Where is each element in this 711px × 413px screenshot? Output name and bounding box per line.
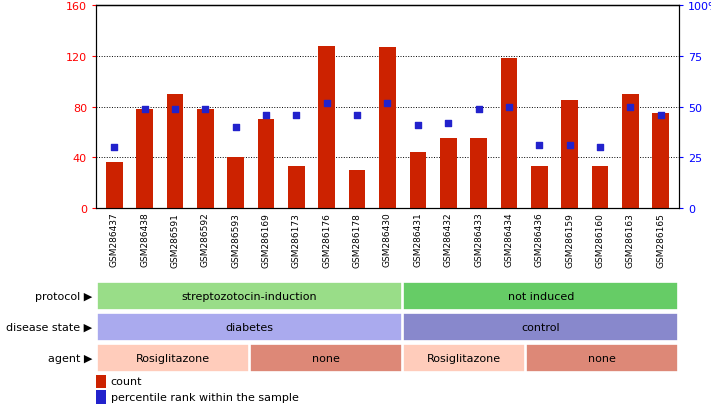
Bar	[228, 158, 244, 209]
Point	[169, 106, 181, 113]
Text: count: count	[111, 376, 142, 387]
Text: GSM286165: GSM286165	[656, 212, 665, 267]
Point	[503, 104, 515, 111]
Bar	[106, 163, 122, 209]
Text: GSM286160: GSM286160	[596, 212, 604, 267]
Bar	[257, 120, 274, 209]
Bar	[562, 101, 578, 209]
Text: percentile rank within the sample: percentile rank within the sample	[111, 392, 299, 402]
Point	[473, 106, 484, 113]
Bar	[653, 114, 669, 209]
Point	[442, 120, 454, 127]
Text: none: none	[589, 353, 616, 363]
Text: GSM286430: GSM286430	[383, 212, 392, 267]
Bar	[288, 167, 305, 209]
Bar	[470, 139, 487, 209]
Text: GSM286438: GSM286438	[140, 212, 149, 267]
Bar	[97, 282, 402, 311]
Bar	[403, 344, 525, 373]
Text: GSM286434: GSM286434	[505, 212, 513, 267]
Bar	[403, 313, 678, 342]
Text: GSM286176: GSM286176	[322, 212, 331, 267]
Text: GSM286432: GSM286432	[444, 212, 453, 267]
Text: not induced: not induced	[508, 291, 574, 301]
Point	[260, 112, 272, 119]
Bar	[379, 48, 396, 209]
Bar	[197, 110, 213, 209]
Text: agent ▶: agent ▶	[48, 353, 92, 363]
Text: streptozotocin-induction: streptozotocin-induction	[181, 291, 317, 301]
Point	[200, 106, 211, 113]
Bar	[410, 153, 426, 209]
Text: GSM286163: GSM286163	[626, 212, 635, 267]
Bar	[96, 390, 107, 404]
Text: Rosiglitazone: Rosiglitazone	[136, 353, 210, 363]
Point	[534, 142, 545, 149]
Bar	[250, 344, 402, 373]
Bar	[96, 375, 107, 389]
Text: protocol ▶: protocol ▶	[35, 291, 92, 301]
Bar	[622, 95, 638, 209]
Bar	[137, 110, 153, 209]
Text: control: control	[522, 322, 560, 332]
Bar	[531, 167, 547, 209]
Text: GSM286178: GSM286178	[353, 212, 362, 267]
Bar	[97, 313, 402, 342]
Text: GSM286431: GSM286431	[413, 212, 422, 267]
Text: GSM286593: GSM286593	[231, 212, 240, 267]
Bar	[349, 171, 365, 209]
Point	[230, 124, 241, 131]
Bar	[592, 167, 609, 209]
Point	[412, 122, 424, 129]
Bar	[440, 139, 456, 209]
Point	[625, 104, 636, 111]
Point	[351, 112, 363, 119]
Bar	[319, 47, 335, 209]
Bar	[501, 59, 518, 209]
Text: GSM286592: GSM286592	[201, 212, 210, 267]
Text: none: none	[312, 353, 340, 363]
Bar	[403, 282, 678, 311]
Point	[321, 100, 333, 107]
Text: GSM286437: GSM286437	[109, 212, 119, 267]
Text: diabetes: diabetes	[225, 322, 274, 332]
Text: GSM286433: GSM286433	[474, 212, 483, 267]
Bar	[526, 344, 678, 373]
Point	[139, 106, 150, 113]
Bar	[97, 344, 249, 373]
Point	[594, 145, 606, 151]
Bar	[166, 95, 183, 209]
Text: GSM286436: GSM286436	[535, 212, 544, 267]
Text: disease state ▶: disease state ▶	[6, 322, 92, 332]
Text: Rosiglitazone: Rosiglitazone	[427, 353, 501, 363]
Point	[109, 145, 120, 151]
Point	[382, 100, 393, 107]
Text: GSM286173: GSM286173	[292, 212, 301, 267]
Text: GSM286169: GSM286169	[262, 212, 270, 267]
Point	[291, 112, 302, 119]
Point	[564, 142, 575, 149]
Text: GSM286159: GSM286159	[565, 212, 574, 267]
Text: GSM286591: GSM286591	[171, 212, 179, 267]
Point	[655, 112, 666, 119]
